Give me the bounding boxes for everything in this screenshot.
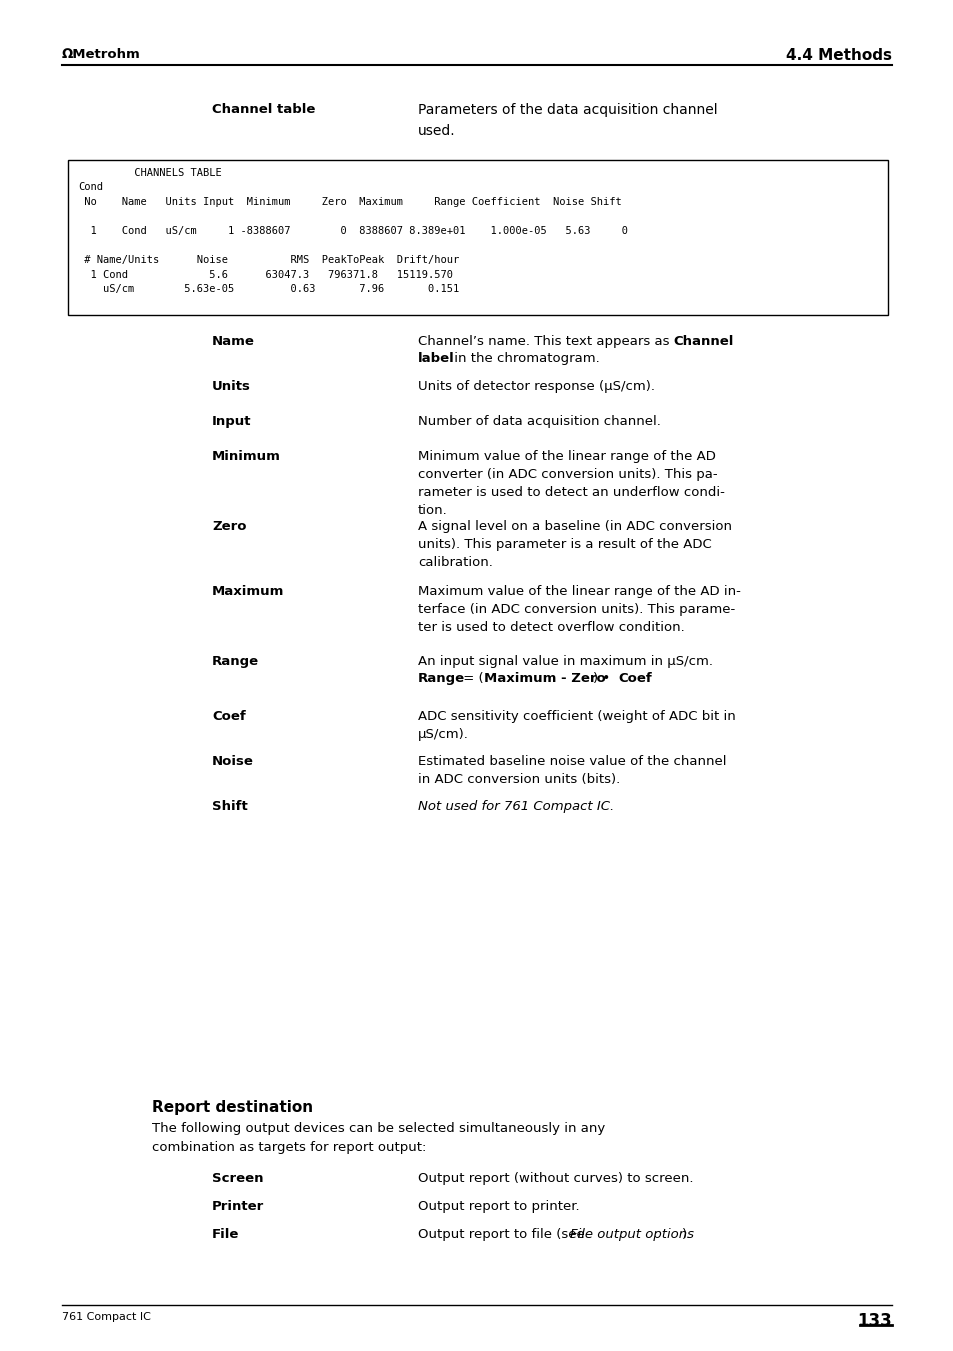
Text: Noise: Noise [212, 755, 253, 767]
Text: Channel table: Channel table [212, 103, 315, 116]
Text: A signal level on a baseline (in ADC conversion
units). This parameter is a resu: A signal level on a baseline (in ADC con… [417, 520, 731, 569]
Text: in the chromatogram.: in the chromatogram. [450, 353, 599, 365]
Text: = (: = ( [458, 671, 483, 685]
Text: Range: Range [417, 671, 465, 685]
Text: uS/cm        5.63e-05         0.63       7.96       0.151: uS/cm 5.63e-05 0.63 7.96 0.151 [78, 284, 458, 295]
Text: Screen: Screen [212, 1173, 263, 1185]
Text: label: label [417, 353, 455, 365]
Text: ΩMetrohm: ΩMetrohm [62, 49, 141, 61]
Text: Report destination: Report destination [152, 1100, 313, 1115]
Text: Cond: Cond [78, 182, 103, 192]
Text: Minimum: Minimum [212, 450, 280, 463]
Text: Channel’s name. This text appears as: Channel’s name. This text appears as [417, 335, 673, 349]
Text: Zero: Zero [212, 520, 246, 534]
Text: Printer: Printer [212, 1200, 264, 1213]
Text: Units: Units [212, 380, 251, 393]
Bar [68, 159, 887, 315]
Text: Range: Range [212, 655, 259, 667]
Text: Minimum value of the linear range of the AD
converter (in ADC conversion units).: Minimum value of the linear range of the… [417, 450, 724, 517]
Text: Number of data acquisition channel.: Number of data acquisition channel. [417, 415, 660, 428]
Text: Shift: Shift [212, 800, 248, 813]
Text: Input: Input [212, 415, 252, 428]
Text: Estimated baseline noise value of the channel
in ADC conversion units (bits).: Estimated baseline noise value of the ch… [417, 755, 726, 786]
Text: Maximum: Maximum [212, 585, 284, 598]
Text: 4.4 Methods: 4.4 Methods [785, 49, 891, 63]
Text: Channel: Channel [672, 335, 733, 349]
Text: # Name/Units      Noise          RMS  PeakToPeak  Drift/hour: # Name/Units Noise RMS PeakToPeak Drift/… [78, 255, 458, 265]
Text: 1 Cond             5.6      63047.3   796371.8   15119.570: 1 Cond 5.6 63047.3 796371.8 15119.570 [78, 269, 453, 280]
Text: ).: ). [681, 1228, 691, 1242]
Text: Coef: Coef [212, 711, 246, 723]
Text: 761 Compact IC: 761 Compact IC [62, 1312, 151, 1323]
Text: Not used for 761 Compact IC.: Not used for 761 Compact IC. [417, 800, 614, 813]
Text: 133: 133 [857, 1312, 891, 1329]
Text: ) •: ) • [593, 671, 614, 685]
Text: Parameters of the data acquisition channel
used.: Parameters of the data acquisition chann… [417, 103, 717, 138]
Text: The following output devices can be selected simultaneously in any
combination a: The following output devices can be sele… [152, 1121, 604, 1154]
Text: An input signal value in maximum in μS/cm.: An input signal value in maximum in μS/c… [417, 655, 712, 667]
Text: 1    Cond   uS/cm     1 -8388607        0  8388607 8.389e+01    1.000e-05   5.63: 1 Cond uS/cm 1 -8388607 0 8388607 8.389e… [78, 226, 627, 236]
Text: File: File [212, 1228, 239, 1242]
Text: Output report to printer.: Output report to printer. [417, 1200, 579, 1213]
Text: CHANNELS TABLE: CHANNELS TABLE [78, 168, 221, 178]
Text: Output report (without curves) to screen.: Output report (without curves) to screen… [417, 1173, 693, 1185]
Text: Output report to file (see: Output report to file (see [417, 1228, 588, 1242]
Text: Units of detector response (μS/cm).: Units of detector response (μS/cm). [417, 380, 655, 393]
Text: Name: Name [212, 335, 254, 349]
Text: No    Name   Units Input  Minimum     Zero  Maximum     Range Coefficient  Noise: No Name Units Input Minimum Zero Maximum… [78, 197, 621, 207]
Text: File output options: File output options [569, 1228, 693, 1242]
Text: ADC sensitivity coefficient (weight of ADC bit in
μS/cm).: ADC sensitivity coefficient (weight of A… [417, 711, 735, 740]
Text: Maximum value of the linear range of the AD in-
terface (in ADC conversion units: Maximum value of the linear range of the… [417, 585, 740, 634]
Text: Coef: Coef [618, 671, 651, 685]
Text: Maximum - Zero: Maximum - Zero [483, 671, 605, 685]
